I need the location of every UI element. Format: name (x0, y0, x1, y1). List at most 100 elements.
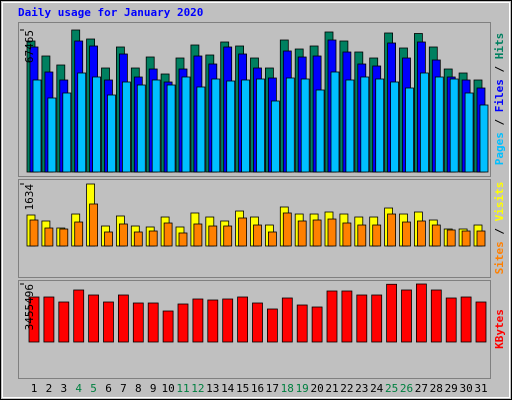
bar (88, 294, 99, 343)
bar (372, 224, 382, 247)
bar (446, 229, 456, 247)
bar (226, 80, 236, 173)
bar (390, 81, 400, 173)
bar (296, 304, 308, 343)
legend-separator: / (493, 221, 506, 241)
y-tick-label: 67465 (23, 30, 36, 63)
legend-entry: Visits (493, 182, 506, 222)
bar (178, 232, 188, 247)
x-tick-label: 26 (400, 382, 413, 395)
x-tick-label: 29 (445, 382, 458, 395)
bar (386, 283, 398, 343)
bar (267, 231, 277, 247)
x-tick-label: 17 (266, 382, 279, 395)
x-tick-label: 18 (281, 382, 294, 395)
x-tick-label: 25 (385, 382, 398, 395)
bar (177, 303, 189, 343)
bar (285, 77, 295, 173)
legend-entry: Pages (493, 132, 506, 165)
x-tick-label: 21 (325, 382, 338, 395)
bar (32, 79, 42, 173)
bar (327, 218, 337, 247)
bar (405, 87, 414, 173)
bar (357, 224, 367, 247)
bar (253, 224, 262, 247)
bar (449, 78, 459, 173)
bar (148, 230, 158, 247)
y-tick-label: 3455496 (23, 284, 36, 330)
bar (401, 289, 412, 343)
chart-title: Daily usage for January 2020 (18, 6, 203, 19)
bar (223, 225, 233, 247)
bar (315, 89, 325, 173)
x-tick-label: 19 (296, 382, 309, 395)
x-tick-label: 5 (90, 382, 97, 395)
y-tick-label: 1634 (23, 184, 36, 211)
bar (387, 213, 397, 247)
bar (147, 302, 159, 343)
bar (342, 222, 352, 247)
bar (256, 78, 265, 173)
bar (476, 230, 486, 247)
x-tick-label: 31 (474, 382, 487, 395)
bar (312, 219, 322, 247)
bar (192, 298, 204, 343)
x-tick-label: 3 (60, 382, 67, 395)
legend-separator: / (493, 59, 506, 79)
x-tick-label: 27 (415, 382, 428, 395)
bar (103, 301, 114, 343)
bar (119, 223, 128, 247)
bar (237, 296, 249, 343)
x-tick-label: 10 (161, 382, 174, 395)
bar (475, 301, 487, 343)
bar (461, 230, 471, 247)
bar (208, 225, 218, 247)
bar (402, 221, 411, 247)
bar (311, 306, 323, 343)
bar (330, 71, 340, 173)
bar (371, 294, 383, 343)
bar (270, 100, 280, 173)
legend-entry: Sites (493, 241, 506, 274)
bar (62, 92, 72, 173)
bar (196, 86, 206, 173)
x-tick-label: 20 (310, 382, 323, 395)
bar (43, 296, 55, 343)
bar (58, 301, 70, 343)
bar (266, 308, 278, 343)
bar (163, 222, 173, 247)
bar (193, 223, 203, 247)
legend: KBytes (493, 309, 506, 349)
bar (345, 79, 355, 173)
bar (47, 97, 57, 173)
bar (434, 76, 444, 173)
x-tick-label: 6 (105, 382, 112, 395)
bar (282, 212, 292, 247)
x-tick-label: 16 (251, 382, 264, 395)
bar (211, 78, 221, 173)
bar (297, 220, 307, 247)
bar (415, 283, 427, 343)
bar (375, 78, 385, 173)
bar (28, 296, 40, 343)
legend-separator: / (493, 112, 506, 132)
bar (107, 94, 116, 173)
bar (77, 72, 87, 173)
bar (151, 79, 161, 173)
bar (300, 78, 310, 173)
bar (431, 224, 441, 247)
legend: Pages / Files / Hits (493, 33, 506, 166)
bar (44, 227, 54, 247)
x-tick-label: 14 (221, 382, 235, 395)
bar (238, 217, 248, 247)
x-tick-label: 22 (340, 382, 353, 395)
bar (166, 84, 176, 173)
bar (222, 298, 234, 343)
bar (252, 302, 263, 343)
bar (181, 76, 191, 173)
bar (445, 297, 457, 343)
x-tick-label: 13 (206, 382, 219, 395)
bar (73, 289, 85, 343)
bar (341, 290, 353, 343)
